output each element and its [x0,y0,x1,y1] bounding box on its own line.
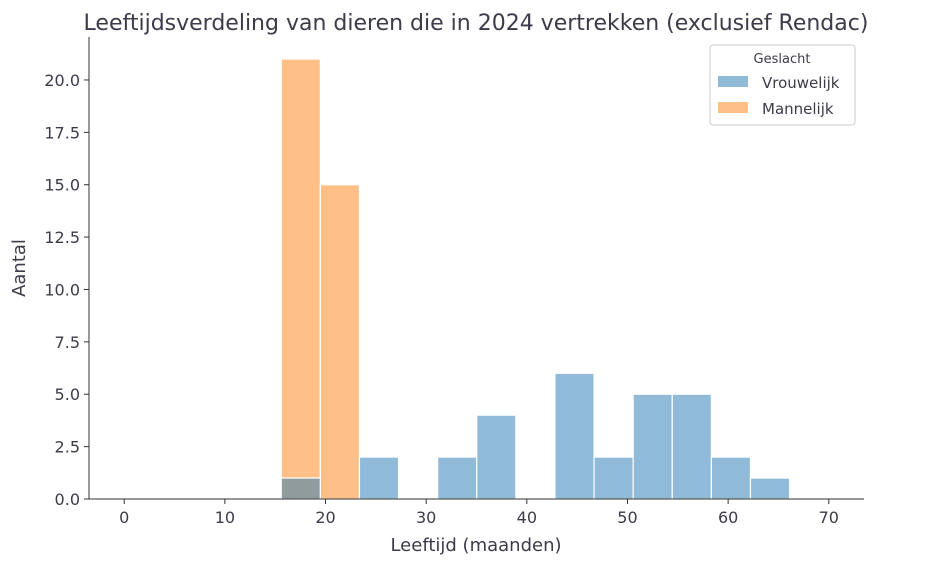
legend-swatch-mannelijk [718,102,748,113]
y-tick-label: 17.5 [44,123,80,142]
bar-vrouwelijk-11 [710,456,752,500]
x-tick-label: 60 [718,508,738,527]
x-axis-label: Leeftijd (maanden) [390,535,561,556]
y-tick-label: 7.5 [55,333,80,352]
bar-vrouwelijk-5 [476,414,517,500]
x-tick-label: 50 [617,508,637,527]
bar-vrouwelijk-2 [358,456,400,500]
y-tick-label: 20.0 [44,71,80,90]
x-tick-label: 70 [819,508,839,527]
y-tick-label: 10.0 [44,280,80,299]
x-tick-label: 10 [215,508,235,527]
bar-vrouwelijk-4 [437,456,478,500]
bar-vrouwelijk-8 [593,456,634,500]
legend-label-mannelijk: Mannelijk [762,100,834,118]
legend-label-vrouwelijk: Vrouwelijk [762,74,840,92]
bar-mannelijk-0 [280,58,321,500]
bar-mannelijk-1 [319,184,361,500]
y-tick-label: 0.0 [55,490,80,509]
chart-title: Leeftijdsverdeling van dieren die in 202… [84,11,869,36]
y-axis-label: Aantal [9,239,30,297]
x-tick-label: 20 [315,508,335,527]
legend: Geslacht Vrouwelijk Mannelijk [709,44,856,126]
legend-title: Geslacht [754,52,811,67]
y-tick-label: 2.5 [55,438,80,457]
bar-vrouwelijk-7 [554,372,595,500]
bar-vrouwelijk-12 [749,477,791,500]
y-tick-label: 12.5 [44,228,80,247]
legend-swatch-vrouwelijk [718,76,748,87]
bar-vrouwelijk-10 [671,393,712,500]
x-tick-label: 30 [416,508,436,527]
x-tick-label: 40 [517,508,537,527]
bar-vrouwelijk-9 [632,393,673,500]
x-tick-label: 0 [119,508,129,527]
y-tick-label: 15.0 [44,176,80,195]
y-tick-label: 5.0 [55,385,80,404]
bar-vrouwelijk-0 [280,477,321,500]
